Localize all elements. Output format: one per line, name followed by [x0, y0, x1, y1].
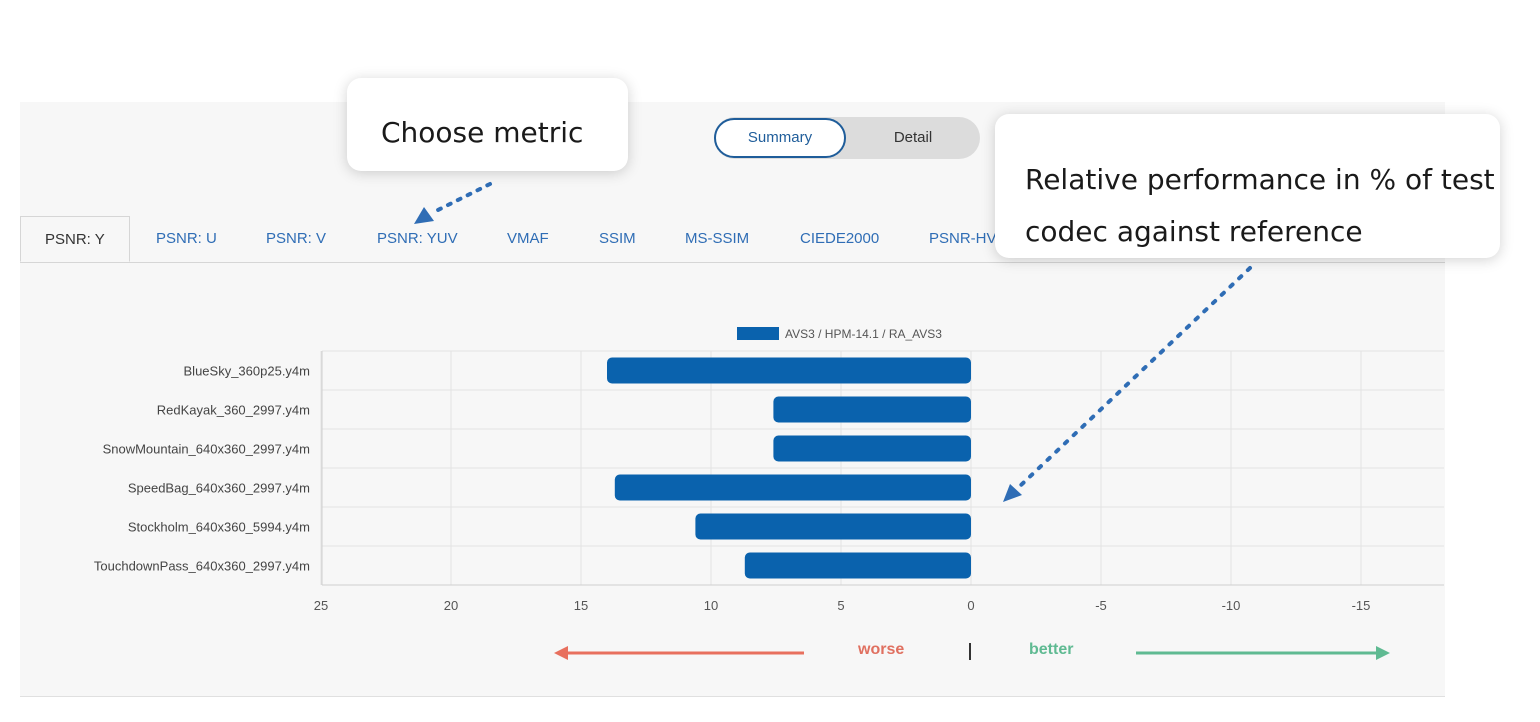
relative-performance-callout: Relative performance in % of test codec … [995, 114, 1500, 258]
choose-metric-callout: Choose metric [347, 78, 628, 171]
tab-psnr-hv[interactable]: PSNR-HV [929, 230, 997, 247]
bar [773, 435, 971, 462]
x-tick-label: -15 [1352, 598, 1371, 613]
category-labels: BlueSky_360p25.y4m RedKayak_360_2997.y4m S… [94, 364, 310, 574]
x-tick-label: 5 [837, 598, 844, 613]
better-label: better [1029, 641, 1074, 658]
category-label: SpeedBag_640x360_2997.y4m [128, 481, 310, 496]
tab-psnr-v[interactable]: PSNR: V [266, 230, 327, 247]
relative-performance-text: Relative performance in % of test codec … [1025, 163, 1495, 248]
metric-pointer-head [414, 207, 434, 224]
tab-vmaf[interactable]: VMAF [507, 230, 549, 247]
bar [614, 474, 971, 501]
bar [744, 552, 971, 579]
legend-label: AVS3 / HPM-14.1 / RA_AVS3 [785, 327, 942, 341]
x-tick-label: 15 [574, 598, 588, 613]
view-toggle[interactable]: Summary Detail [714, 117, 980, 159]
choose-metric-text: Choose metric [381, 116, 584, 149]
direction-arrows [554, 646, 1390, 660]
legend-swatch [737, 327, 779, 340]
performance-pointer-head [1003, 484, 1022, 502]
chart-legend: AVS3 / HPM-14.1 / RA_AVS3 [737, 327, 942, 341]
category-label: Stockholm_640x360_5994.y4m [128, 520, 310, 535]
tab-psnr-y[interactable]: PSNR: Y [20, 216, 130, 262]
x-tick-labels: 25 20 15 10 5 0 -5 -10 -15 [314, 598, 1371, 613]
chart-grid [320, 350, 1444, 586]
summary-toggle-button[interactable]: Summary [714, 118, 846, 158]
category-label: SnowMountain_640x360_2997.y4m [103, 442, 310, 457]
chart-bars [607, 357, 971, 579]
detail-toggle-button[interactable]: Detail [893, 129, 933, 146]
tab-psnr-yuv[interactable]: PSNR: YUV [377, 230, 458, 247]
x-tick-label: 10 [704, 598, 718, 613]
x-tick-label: -5 [1095, 598, 1107, 613]
category-label: TouchdownPass_640x360_2997.y4m [94, 559, 310, 574]
bar [695, 513, 971, 540]
tab-psnr-u[interactable]: PSNR: U [156, 230, 217, 247]
zero-divider [969, 643, 971, 660]
performance-pointer-line [1018, 266, 1252, 488]
metric-pointer-line [430, 182, 492, 215]
worse-label: worse [858, 641, 905, 658]
worse-arrow-head [554, 646, 568, 660]
category-label: BlueSky_360p25.y4m [184, 364, 310, 379]
tab-ms-ssim[interactable]: MS-SSIM [685, 230, 750, 247]
tab-ssim[interactable]: SSIM [599, 230, 636, 247]
annotation-pointers [414, 182, 1252, 502]
x-tick-label: -10 [1222, 598, 1241, 613]
metric-tab-bar: PSNR: Y PSNR: U PSNR: V PSNR: YUV VMAF S… [20, 216, 1445, 263]
x-tick-label: 25 [314, 598, 328, 613]
x-tick-label: 0 [967, 598, 974, 613]
tab-ciede2000[interactable]: CIEDE2000 [800, 230, 880, 247]
category-label: RedKayak_360_2997.y4m [157, 403, 310, 418]
x-tick-label: 20 [444, 598, 458, 613]
better-arrow-head [1376, 646, 1390, 660]
bar [607, 357, 971, 384]
bar [773, 396, 971, 423]
